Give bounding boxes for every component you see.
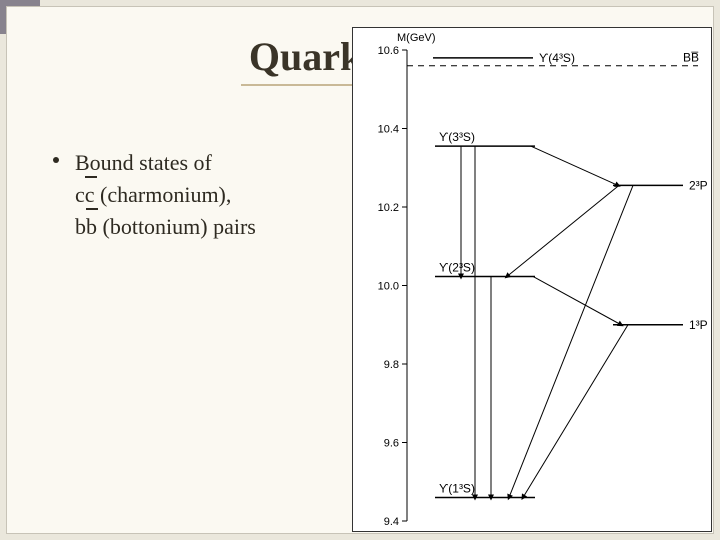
energy-level-diagram: M(GeV)10.6 10.4 10.2 10.0 9.8 9.6 9.4 BB̅ ϒ(4³S)…: [352, 27, 712, 532]
bullet-line1: Bound states of: [75, 150, 212, 175]
slide-container: { "title": "Quarkonium", "bottonium_labe…: [6, 6, 714, 534]
bullet-item: Bound states of cc (charmonium), bb (bot…: [47, 147, 347, 243]
cc-cbar: c: [85, 179, 95, 211]
bb-b1: b: [75, 214, 86, 239]
svg-text:10.4: 10.4: [378, 124, 399, 136]
bullet-dot: [53, 157, 59, 163]
diagram-svg: M(GeV)10.6 10.4 10.2 10.0 9.8 9.6 9.4 BB̅ ϒ(4³S)…: [353, 28, 713, 533]
svg-text:1³P: 1³P: [689, 318, 708, 332]
bb-bbar: b: [86, 211, 97, 243]
bb-rest: (bottonium) pairs: [97, 214, 256, 239]
svg-text:BB̅: BB̅: [683, 51, 699, 65]
cc-c1: c: [75, 182, 85, 207]
cc-rest: (charmonium),: [95, 182, 232, 207]
svg-text:9.8: 9.8: [384, 359, 399, 371]
svg-text:ϒ(4³S): ϒ(4³S): [539, 51, 575, 65]
svg-text:10.0: 10.0: [378, 281, 399, 293]
svg-text:10.2: 10.2: [378, 202, 399, 214]
svg-text:10.6: 10.6: [378, 45, 399, 57]
bullet-list: Bound states of cc (charmonium), bb (bot…: [47, 147, 347, 243]
svg-text:ϒ(2³S): ϒ(2³S): [439, 260, 475, 274]
svg-text:2³P: 2³P: [689, 178, 708, 192]
svg-text:9.4: 9.4: [384, 516, 399, 528]
svg-text:M(GeV): M(GeV): [397, 32, 436, 44]
svg-text:ϒ(3³S): ϒ(3³S): [439, 130, 475, 144]
svg-text:ϒ(1³S): ϒ(1³S): [439, 481, 475, 495]
svg-text:9.6: 9.6: [384, 438, 399, 450]
